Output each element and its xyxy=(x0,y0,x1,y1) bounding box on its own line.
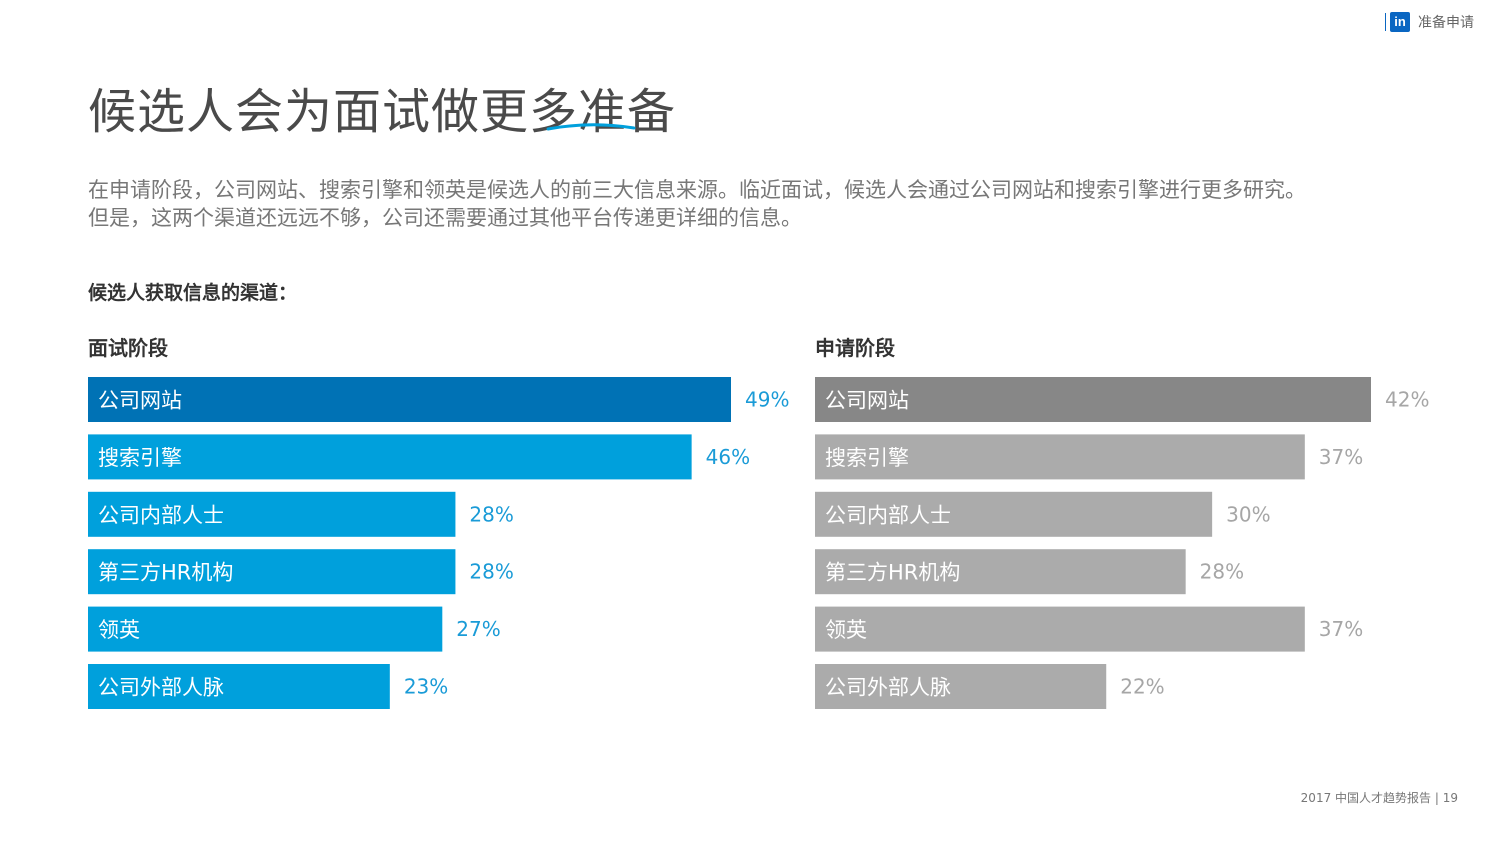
apply-category-label-2: 搜索引擎 xyxy=(825,446,909,470)
apply-bar-6 xyxy=(815,664,1107,709)
interview-value-label-6: 23% xyxy=(404,675,448,699)
apply-category-label-4: 第三方HR机构 xyxy=(825,561,960,585)
interview-bar-3 xyxy=(88,491,456,537)
interview-bar-6 xyxy=(88,664,390,709)
page-footer: 2017 中国人才趋势报告 | 19 xyxy=(1301,789,1458,806)
apply-bar-5 xyxy=(815,606,1305,652)
interview-category-label-4: 第三方HR机构 xyxy=(98,561,233,585)
interview-category-label-3: 公司内部人士 xyxy=(98,503,224,527)
footer-text: 2017 中国人才趋势报告 | xyxy=(1300,791,1439,805)
linkedin-logo-icon: in xyxy=(1390,12,1410,32)
apply-value-label-2: 37% xyxy=(1319,445,1363,469)
interview-value-label-4: 28% xyxy=(469,560,513,584)
apply-bar-1 xyxy=(815,377,1371,422)
page-number: 19 xyxy=(1442,791,1458,805)
apply-category-label-6: 公司外部人脉 xyxy=(825,676,951,700)
chart-subheading: 候选人获取信息的渠道： xyxy=(88,282,298,304)
panel-title-interview: 面试阶段 xyxy=(88,336,168,360)
title-underline-stroke xyxy=(546,123,636,131)
brand-divider xyxy=(1385,13,1386,31)
brand-header: in 准备申请 xyxy=(1385,12,1474,32)
apply-category-label-3: 公司内部人士 xyxy=(825,503,951,527)
apply-value-label-6: 22% xyxy=(1120,675,1164,699)
apply-category-label-1: 公司网站 xyxy=(825,389,909,413)
interview-category-label-5: 领英 xyxy=(98,618,140,642)
interview-value-label-3: 28% xyxy=(469,502,513,526)
interview-category-label-2: 搜索引擎 xyxy=(98,446,182,470)
interview-value-label-2: 46% xyxy=(706,445,750,469)
interview-value-label-1: 49% xyxy=(745,388,789,412)
apply-value-label-3: 30% xyxy=(1226,502,1270,526)
apply-bar-2 xyxy=(815,434,1305,480)
apply-value-label-1: 42% xyxy=(1385,388,1429,412)
intro-line-2: 但是，这两个渠道还远远不够，公司还需要通过其他平台传递更详细的信息。 xyxy=(88,206,802,230)
apply-bar-3 xyxy=(815,491,1213,537)
apply-bar-4 xyxy=(815,549,1186,595)
page-title: 候选人会为面试做更多准备 xyxy=(88,84,677,140)
apply-value-label-5: 37% xyxy=(1319,617,1363,641)
interview-bar-2 xyxy=(88,434,692,480)
section-label: 准备申请 xyxy=(1418,15,1474,31)
panel-title-apply: 申请阶段 xyxy=(815,336,895,360)
interview-category-label-6: 公司外部人脉 xyxy=(98,676,224,700)
title-underline xyxy=(546,123,636,131)
interview-bar-4 xyxy=(88,549,456,595)
intro-line-1: 在申请阶段，公司网站、搜索引擎和领英是候选人的前三大信息来源。临近面试，候选人会… xyxy=(88,178,1306,202)
apply-value-label-4: 28% xyxy=(1200,560,1244,584)
interview-value-label-5: 27% xyxy=(456,617,500,641)
interview-bar-5 xyxy=(88,606,443,652)
interview-category-label-1: 公司网站 xyxy=(98,389,182,413)
apply-category-label-5: 领英 xyxy=(825,618,867,642)
interview-bar-1 xyxy=(88,377,731,422)
intro-text: 在申请阶段，公司网站、搜索引擎和领英是候选人的前三大信息来源。临近面试，候选人会… xyxy=(88,176,1408,232)
